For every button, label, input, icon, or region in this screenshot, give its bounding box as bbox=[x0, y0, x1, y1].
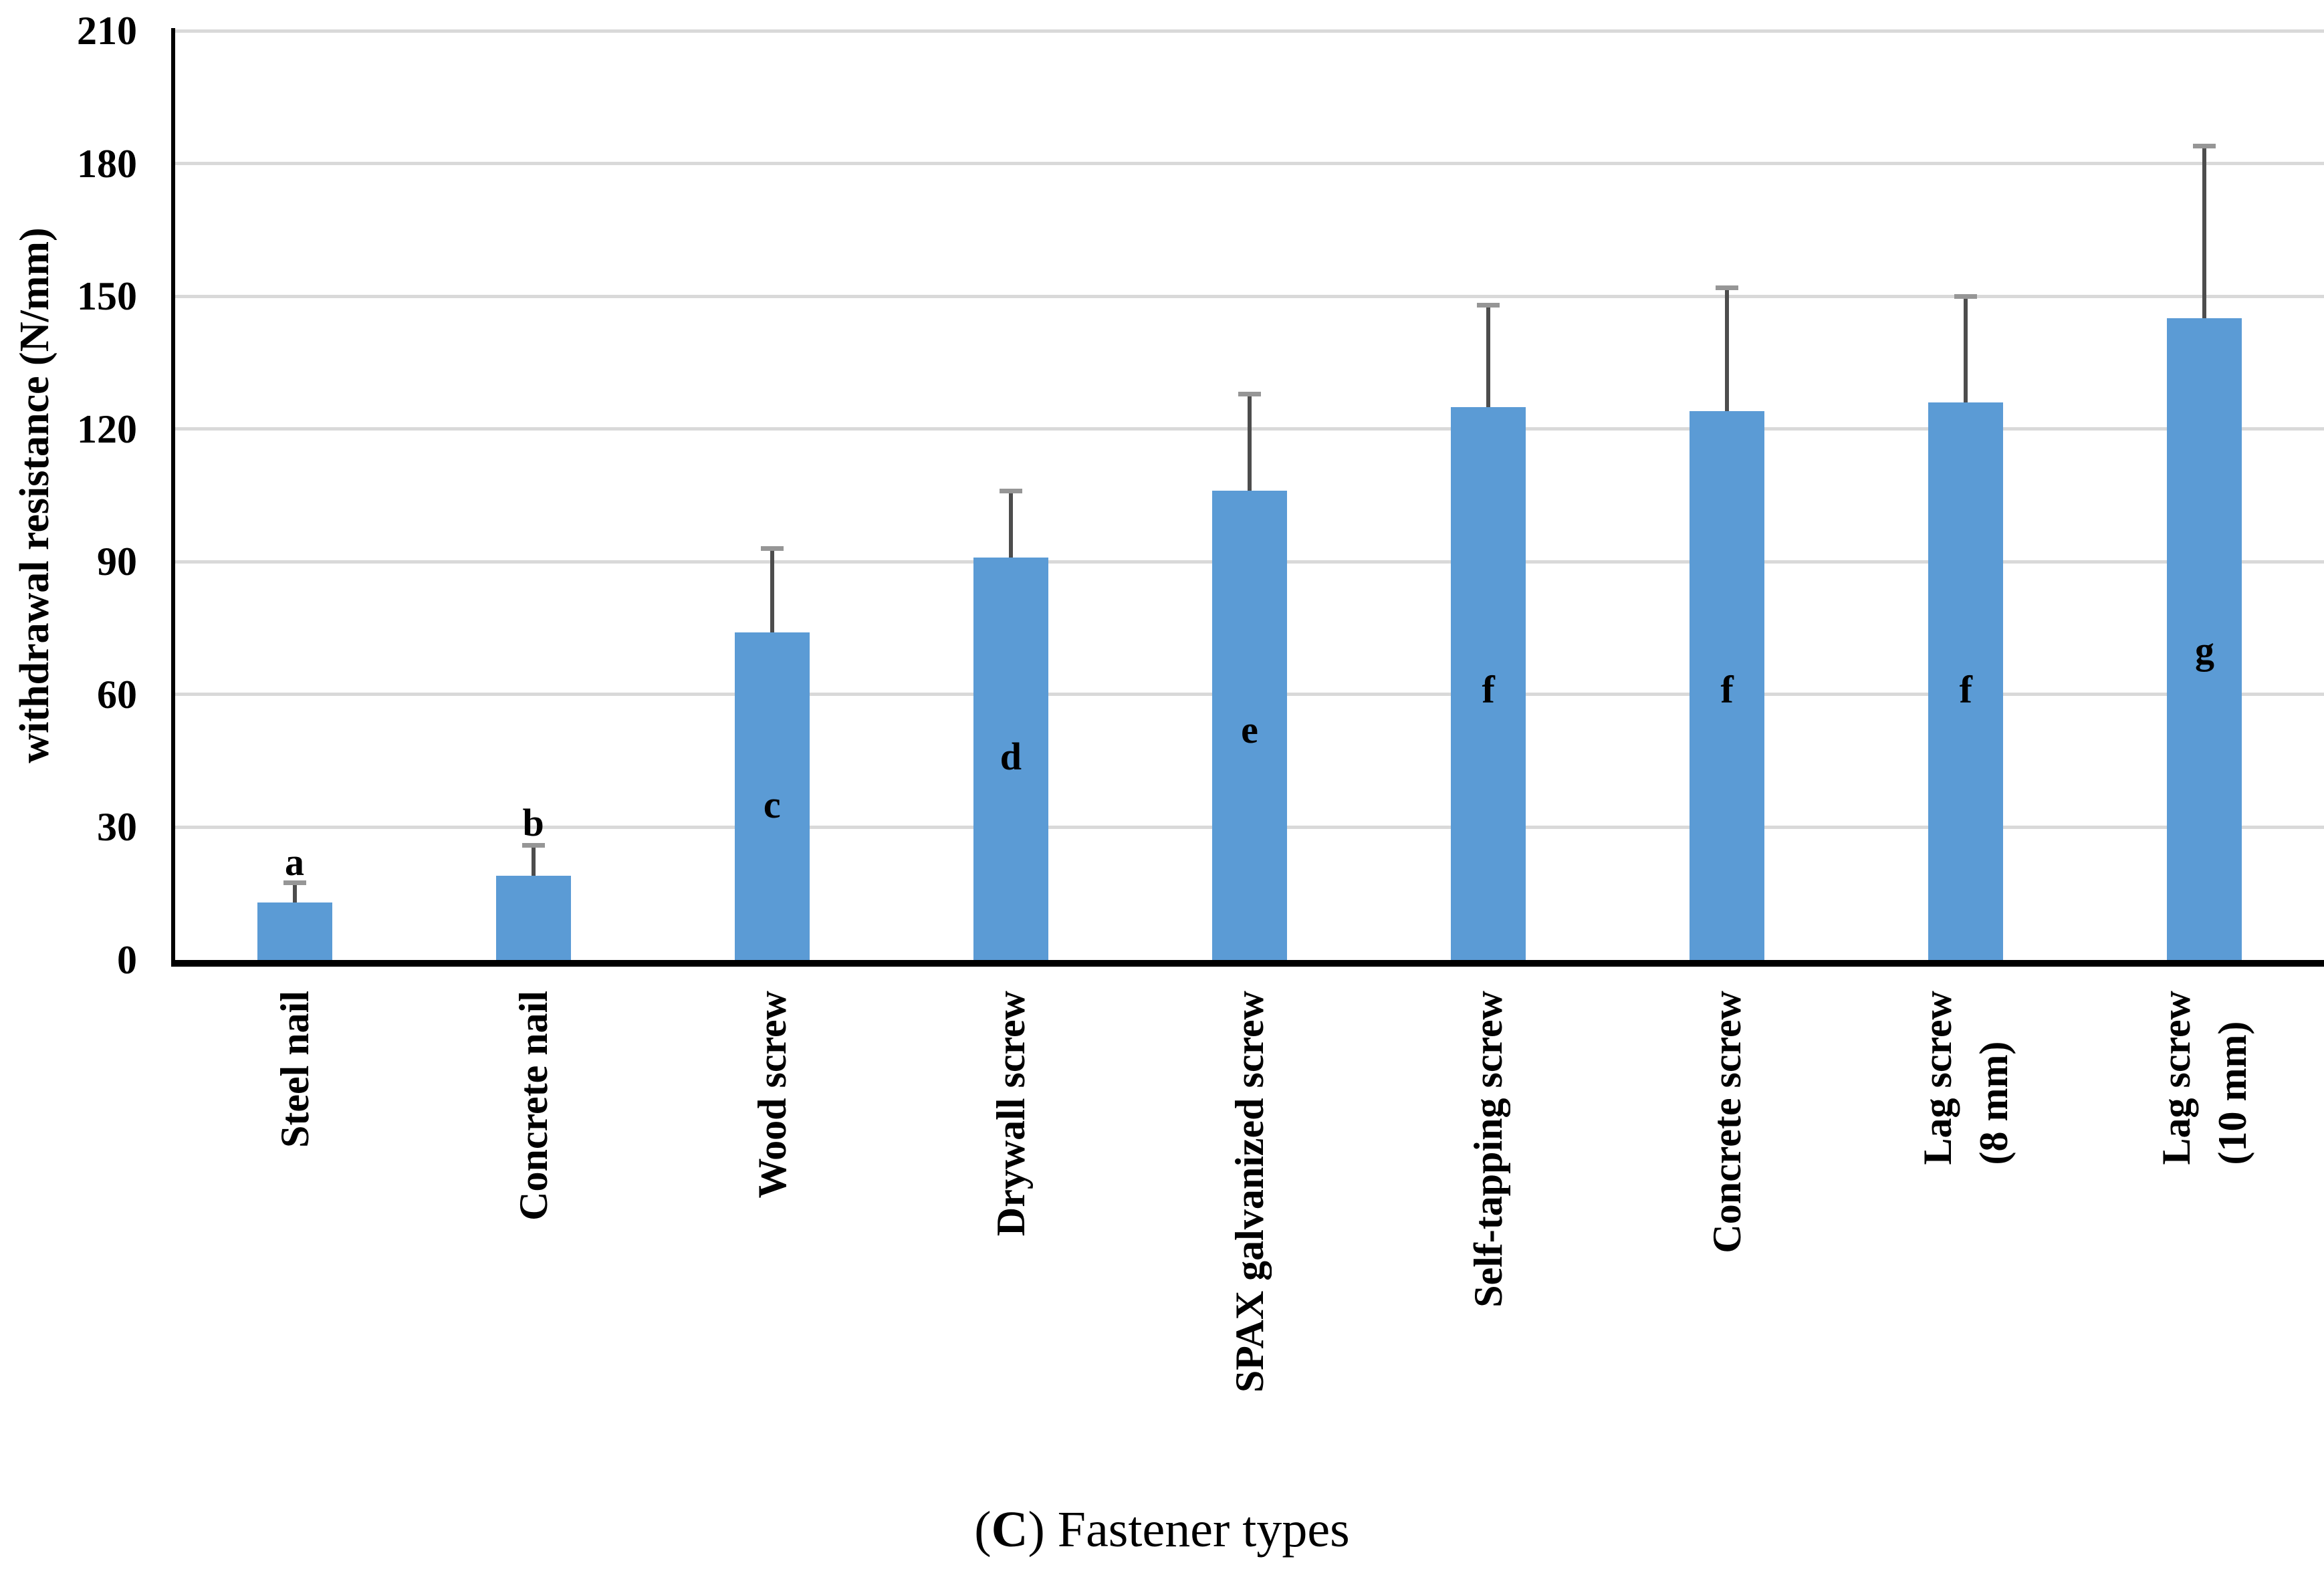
significance-letter: e bbox=[1241, 707, 1258, 751]
bar bbox=[1928, 402, 2004, 960]
x-tick-cell: Wood screw bbox=[653, 991, 891, 1539]
plot-area: a b c d e f f f g bbox=[171, 28, 2324, 967]
error-bar bbox=[2202, 146, 2207, 319]
error-bar-cap bbox=[1716, 285, 1739, 290]
x-tick-cell: SPAX galvanized screw bbox=[1130, 991, 1369, 1539]
error-bar bbox=[531, 844, 536, 876]
caption-rest: ) Fastener types bbox=[1028, 1501, 1350, 1558]
x-tick-cell: Concrete nail bbox=[414, 991, 653, 1539]
bar bbox=[495, 876, 571, 960]
x-tick-label: Concrete nail bbox=[511, 991, 556, 1221]
significance-letter: f bbox=[1482, 668, 1495, 712]
y-tick-label: 120 bbox=[77, 406, 137, 451]
significance-letter: b bbox=[522, 800, 544, 844]
x-tick-cell: Drywall screw bbox=[891, 991, 1130, 1539]
gridline bbox=[175, 29, 2324, 33]
x-tick-label: Drywall screw bbox=[988, 991, 1033, 1237]
significance-letter: g bbox=[2194, 628, 2214, 672]
error-bar bbox=[1486, 305, 1491, 407]
x-tick-label: Concrete screw bbox=[1705, 991, 1750, 1253]
x-tick-label: SPAX galvanized screw bbox=[1227, 991, 1272, 1393]
error-bar-cap bbox=[283, 880, 306, 886]
figure-caption: (C) Fastener types bbox=[0, 1496, 2324, 1563]
error-bar bbox=[770, 548, 774, 633]
bar bbox=[1451, 406, 1526, 960]
x-tick-label: Lag screw (8 mm) bbox=[1915, 991, 2016, 1165]
y-tick-label: 180 bbox=[77, 141, 137, 186]
error-bar-cap bbox=[760, 546, 784, 552]
significance-letter: d bbox=[1000, 734, 1022, 778]
significance-letter: f bbox=[1720, 668, 1734, 712]
caption-paren-open: ( bbox=[974, 1501, 992, 1558]
x-tick-cell: Lag screw (8 mm) bbox=[1847, 991, 2085, 1539]
error-bar bbox=[292, 882, 297, 902]
error-bar-cap bbox=[1477, 303, 1500, 308]
error-bar-cap bbox=[1238, 391, 1261, 396]
error-bar bbox=[1008, 491, 1013, 558]
y-tick-label: 0 bbox=[117, 938, 137, 982]
bar bbox=[1212, 491, 1287, 960]
y-tick-label: 90 bbox=[97, 539, 137, 584]
caption-letter: C bbox=[991, 1501, 1028, 1558]
bar bbox=[973, 557, 1048, 960]
error-bar-cap bbox=[2193, 144, 2216, 149]
y-tick-label: 150 bbox=[77, 274, 137, 319]
bar bbox=[257, 902, 332, 960]
gridline bbox=[175, 162, 2324, 166]
significance-letter: f bbox=[1959, 668, 1972, 712]
significance-letter: a bbox=[285, 840, 305, 884]
error-bar bbox=[1725, 287, 1730, 412]
error-bar-cap bbox=[1954, 294, 1978, 299]
bar bbox=[2167, 318, 2242, 960]
bar bbox=[734, 632, 810, 960]
x-tick-cell: Lag screw (10 mm) bbox=[2085, 991, 2324, 1539]
y-tick-label: 60 bbox=[97, 672, 137, 717]
gridline bbox=[175, 294, 2324, 298]
x-tick-label: Wood screw bbox=[749, 991, 794, 1199]
error-bar bbox=[1964, 296, 1968, 402]
error-bar-cap bbox=[999, 489, 1022, 494]
x-tick-cell: Self-tapping screw bbox=[1369, 991, 1608, 1539]
error-bar-cap bbox=[521, 842, 545, 848]
x-tick-cell: Steel nail bbox=[175, 991, 414, 1539]
x-tick-label: Self-tapping screw bbox=[1466, 991, 1511, 1308]
x-axis-line bbox=[171, 960, 2324, 967]
error-bar bbox=[1248, 393, 1252, 491]
y-tick-label: 30 bbox=[97, 805, 137, 850]
x-tick-label: Steel nail bbox=[272, 991, 317, 1148]
x-tick-cell: Concrete screw bbox=[1608, 991, 1847, 1539]
significance-letter: c bbox=[763, 783, 781, 827]
y-axis-line bbox=[171, 28, 175, 965]
bar bbox=[1690, 411, 1765, 960]
x-tick-label: Lag screw (10 mm) bbox=[2154, 991, 2255, 1165]
y-tick-label: 210 bbox=[77, 9, 137, 53]
